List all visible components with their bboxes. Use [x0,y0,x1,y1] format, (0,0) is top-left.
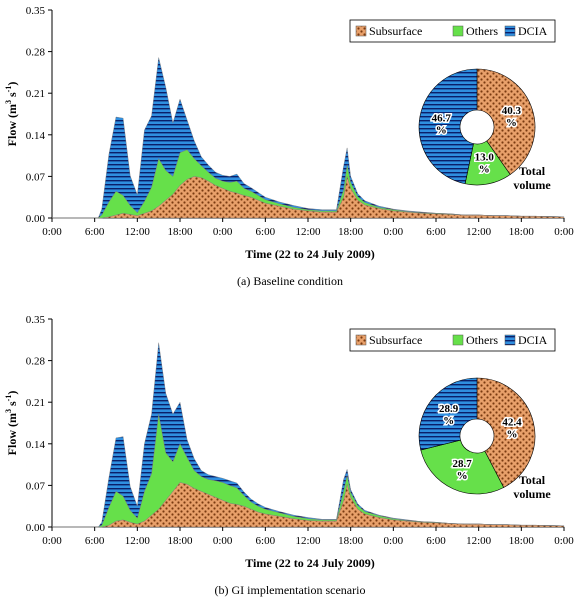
x-tick-label: 6:00 [426,226,446,238]
area-dcia [52,57,565,219]
x-tick-label: 18:00 [338,535,364,547]
x-tick-labels: 0:00 6:00 12:00 18:00 0:00 6:00 12:00 18:00 0:00… [42,218,574,238]
pie-label-dcia: 46.7% [432,112,452,136]
x-tick-label: 18:00 [509,226,535,238]
legend: Subsurface Others DCIA [349,328,556,352]
solid-swatch-icon [452,334,464,346]
y-tick-label: 0.28 [26,47,46,59]
pie-label-subsurface: 40.3% [502,105,522,129]
panel-caption: (b) GI implementation scenario [215,583,366,597]
striped-swatch-icon [504,334,516,346]
x-tick-label: 12:00 [466,226,492,238]
pie-title: Total volume [513,164,551,192]
legend-item-dcia: DCIA [518,333,548,347]
y-tick-labels: 0.00 0.07 0.14 0.21 0.28 0.35 [26,314,52,534]
x-tick-label: 0:00 [554,535,574,547]
pie-title: Total volume [513,473,551,501]
y-tick-labels: 0.00 0.07 0.14 0.21 0.28 0.35 [26,5,52,225]
y-tick-label: 0.07 [26,480,46,492]
chart-panel-b: 0.00 0.07 0.14 0.21 0.28 0.35 0:00 6:00 12:00 18… [4,314,574,597]
pie-slice-dcia [418,377,478,451]
x-tick-label: 6:00 [85,535,105,547]
area-series [52,342,565,528]
pie-slice-dcia [418,68,478,185]
x-tick-label: 0:00 [384,226,404,238]
solid-swatch-icon [452,25,464,37]
legend-item-others: Others [466,24,498,38]
pie-label-others: 13.0% [475,151,495,175]
x-tick-label: 12:00 [125,226,151,238]
y-tick-label: 0.35 [26,314,46,326]
x-tick-label: 0:00 [384,535,404,547]
pie-label-dcia: 28.9% [439,403,459,427]
legend-item-dcia: DCIA [518,24,548,38]
pie-label-subsurface: 42.4% [502,416,522,440]
pie-label-others: 28.7% [453,458,473,482]
x-tick-label: 18:00 [167,226,193,238]
y-tick-label: 0.14 [26,439,46,451]
x-tick-labels: 0:00 6:00 12:00 18:00 0:00 6:00 12:00 18:00 0:00… [42,527,574,547]
pie-chart: 40.3 % 13.0 % 46.7 % Total volume [418,68,551,192]
y-tick-label: 0.21 [26,88,45,100]
pie-slice-subsurface [476,377,536,488]
x-tick-label: 0:00 [554,226,574,238]
pie-slice-subsurface [476,68,536,175]
area-dcia [52,342,565,528]
area-series [52,57,565,219]
y-axis-label: Flow (m3 s-1) [4,391,19,456]
pie-chart: 42.4 % 28.7 % 28.9 % Total volume [418,377,551,501]
x-axis-label: Time (22 to 24 July 2009) [245,556,374,570]
y-tick-label: 0.00 [26,522,46,534]
x-tick-label: 0:00 [213,535,233,547]
x-tick-label: 6:00 [426,535,446,547]
y-tick-label: 0.28 [26,356,46,368]
x-tick-label: 0:00 [213,226,233,238]
striped-swatch-icon [504,25,516,37]
y-tick-label: 0.14 [26,130,46,142]
x-tick-label: 12:00 [466,535,492,547]
x-tick-label: 6:00 [256,226,276,238]
x-tick-label: 12:00 [295,226,321,238]
x-axis-label: Time (22 to 24 July 2009) [245,247,374,261]
y-tick-label: 0.07 [26,171,46,183]
x-tick-label: 18:00 [338,226,364,238]
y-axis-label: Flow (m3 s-1) [4,82,19,147]
dotted-swatch-icon [355,25,367,37]
panel-caption: (a) Baseline condition [237,274,343,288]
y-tick-label: 0.21 [26,397,45,409]
x-tick-label: 12:00 [125,535,151,547]
x-tick-label: 6:00 [256,535,276,547]
legend-item-subsurface: Subsurface [369,24,422,38]
x-tick-label: 6:00 [85,226,105,238]
legend: Subsurface Others DCIA [349,19,556,43]
dotted-swatch-icon [355,334,367,346]
legend-item-subsurface: Subsurface [369,333,422,347]
pie-slice-others [420,439,505,495]
legend-box [349,19,556,43]
legend-item-others: Others [466,333,498,347]
x-tick-label: 12:00 [295,535,321,547]
x-tick-label: 0:00 [42,535,62,547]
chart-panel-a: 0.00 0.07 0.14 0.21 0.28 0.35 0:00 6:00 12:00 18… [4,5,574,288]
legend-box [349,328,556,352]
y-tick-label: 0.00 [26,213,46,225]
y-tick-label: 0.35 [26,5,46,17]
x-tick-label: 18:00 [167,535,193,547]
x-tick-label: 0:00 [42,226,62,238]
x-tick-label: 18:00 [509,535,535,547]
